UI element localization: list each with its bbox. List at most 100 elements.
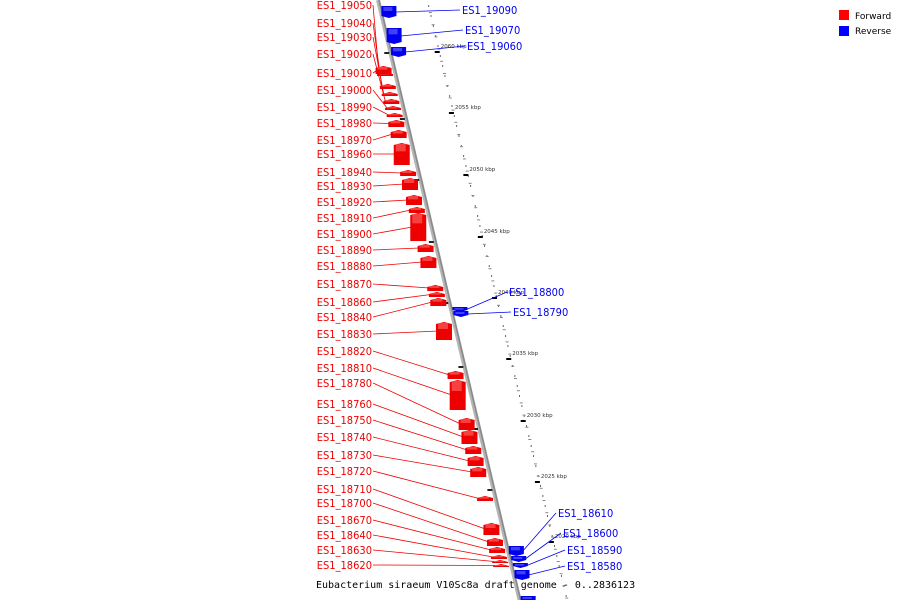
forward-gene-label[interactable]: ES1_19010	[317, 67, 372, 80]
gene-feature[interactable]	[511, 556, 527, 562]
forward-gene-label[interactable]: ES1_18720	[317, 465, 372, 478]
forward-gene-label[interactable]: ES1_18990	[317, 101, 372, 114]
gene-feature[interactable]	[402, 178, 419, 190]
gene-feature[interactable]	[430, 298, 447, 306]
gene-feature[interactable]	[386, 113, 403, 117]
gene-feature[interactable]	[406, 195, 423, 205]
forward-gene-label[interactable]: ES1_18750	[317, 414, 372, 427]
gene-feature[interactable]	[483, 523, 500, 535]
gene-feature[interactable]	[420, 256, 437, 268]
gene-feature[interactable]	[452, 307, 468, 312]
gene-feature[interactable]	[385, 106, 402, 110]
forward-gene-label[interactable]: ES1_18970	[317, 134, 372, 147]
gene-feature[interactable]	[458, 418, 475, 430]
gene-feature[interactable]	[492, 560, 509, 563]
gene-feature[interactable]	[435, 322, 452, 340]
forward-gene-label[interactable]: ES1_19040	[317, 17, 372, 30]
gene-feature[interactable]	[428, 292, 445, 297]
gene-feature[interactable]	[427, 285, 444, 291]
forward-gene-label[interactable]: ES1_18900	[317, 228, 372, 241]
leader-line	[372, 519, 492, 551]
forward-gene-label[interactable]: ES1_19000	[317, 84, 372, 97]
gene-feature[interactable]	[408, 207, 425, 213]
gene-feature[interactable]	[508, 546, 524, 556]
gene-feature[interactable]	[391, 47, 407, 57]
reverse-gene-label[interactable]: ES1_18800	[509, 286, 564, 299]
forward-gene-label[interactable]: ES1_18890	[317, 244, 372, 257]
gene-feature[interactable]	[477, 496, 494, 501]
gene-feature[interactable]	[465, 446, 482, 454]
gene-feature[interactable]	[381, 92, 398, 96]
forward-gene-label[interactable]: ES1_18780	[317, 377, 372, 390]
ruler-major-tick	[506, 358, 512, 360]
gene-feature[interactable]	[512, 563, 528, 568]
forward-gene-label[interactable]: ES1_18840	[317, 311, 372, 324]
gene-feature[interactable]	[453, 311, 469, 317]
gene-feature[interactable]	[400, 170, 417, 176]
gene-feature[interactable]	[514, 570, 530, 580]
gene-feature[interactable]	[393, 143, 410, 165]
reverse-gene-label[interactable]: ES1_18600	[563, 527, 618, 540]
gene-feature[interactable]	[489, 547, 506, 553]
gene-highlight	[451, 381, 462, 391]
gene-feature[interactable]	[375, 66, 392, 74]
ruler-major-tick	[548, 541, 554, 543]
forward-gene-label[interactable]: ES1_18960	[317, 148, 372, 161]
forward-gene-label[interactable]: ES1_18860	[317, 296, 372, 309]
reverse-gene-label[interactable]: ES1_18580	[567, 560, 622, 573]
forward-gene-label[interactable]: ES1_18920	[317, 196, 372, 209]
reverse-gene-label[interactable]: ES1_19090	[462, 4, 517, 17]
forward-gene-label[interactable]: ES1_18620	[317, 559, 372, 572]
forward-gene-label[interactable]: ES1_18980	[317, 117, 372, 130]
gene-feature[interactable]	[461, 430, 478, 444]
forward-gene-label[interactable]: ES1_18640	[317, 529, 372, 542]
gene-feature[interactable]	[383, 99, 400, 104]
forward-gene-label[interactable]: ES1_18830	[317, 328, 372, 341]
leader-line	[405, 45, 466, 53]
gene-feature[interactable]	[486, 538, 503, 546]
forward-gene-label[interactable]: ES1_19050	[317, 0, 372, 12]
gene-highlight	[479, 497, 490, 499]
gene-feature[interactable]	[417, 244, 434, 252]
ruler-dot	[530, 445, 532, 447]
forward-gene-label[interactable]: ES1_18630	[317, 544, 372, 557]
ruler-dot	[465, 165, 467, 167]
gene-feature[interactable]	[381, 6, 397, 18]
gene-feature[interactable]	[386, 28, 402, 44]
backbone-tick	[399, 118, 405, 120]
forward-gene-label[interactable]: ES1_18810	[317, 362, 372, 375]
forward-gene-label[interactable]: ES1_18670	[317, 514, 372, 527]
ruler-minor-tick	[460, 146, 464, 148]
forward-gene-label[interactable]: ES1_18740	[317, 431, 372, 444]
gene-feature[interactable]	[388, 120, 405, 127]
gene-feature[interactable]	[379, 84, 396, 89]
reverse-gene-label[interactable]: ES1_18610	[558, 507, 613, 520]
gene-feature[interactable]	[490, 555, 507, 559]
gene-feature[interactable]	[410, 213, 427, 241]
forward-gene-label[interactable]: ES1_18880	[317, 260, 372, 273]
gene-feature[interactable]	[447, 371, 464, 379]
gene-feature[interactable]	[449, 380, 466, 410]
reverse-gene-label[interactable]: ES1_18590	[567, 544, 622, 557]
reverse-gene-label[interactable]: ES1_19070	[465, 24, 520, 37]
forward-gene-label[interactable]: ES1_18820	[317, 345, 372, 358]
forward-gene-label[interactable]: ES1_18940	[317, 166, 372, 179]
gene-feature[interactable]	[493, 564, 510, 567]
forward-gene-label[interactable]: ES1_19020	[317, 48, 372, 61]
forward-gene-label[interactable]: ES1_18870	[317, 278, 372, 291]
forward-gene-label[interactable]: ES1_18760	[317, 398, 372, 411]
gene-feature[interactable]	[467, 456, 484, 466]
gene-feature[interactable]	[470, 467, 487, 477]
gene-feature[interactable]	[390, 130, 407, 138]
forward-gene-label[interactable]: ES1_18910	[317, 212, 372, 225]
forward-gene-label[interactable]: ES1_18710	[317, 483, 372, 496]
forward-gene-label[interactable]: ES1_19030	[317, 31, 372, 44]
gene-feature[interactable]	[520, 596, 536, 600]
forward-gene-label[interactable]: ES1_18930	[317, 180, 372, 193]
forward-gene-label[interactable]: ES1_18700	[317, 497, 372, 510]
gene-highlight	[383, 93, 394, 95]
forward-gene-label[interactable]: ES1_18730	[317, 449, 372, 462]
reverse-gene-label[interactable]: ES1_19060	[467, 40, 522, 53]
reverse-gene-label[interactable]: ES1_18790	[513, 306, 568, 319]
